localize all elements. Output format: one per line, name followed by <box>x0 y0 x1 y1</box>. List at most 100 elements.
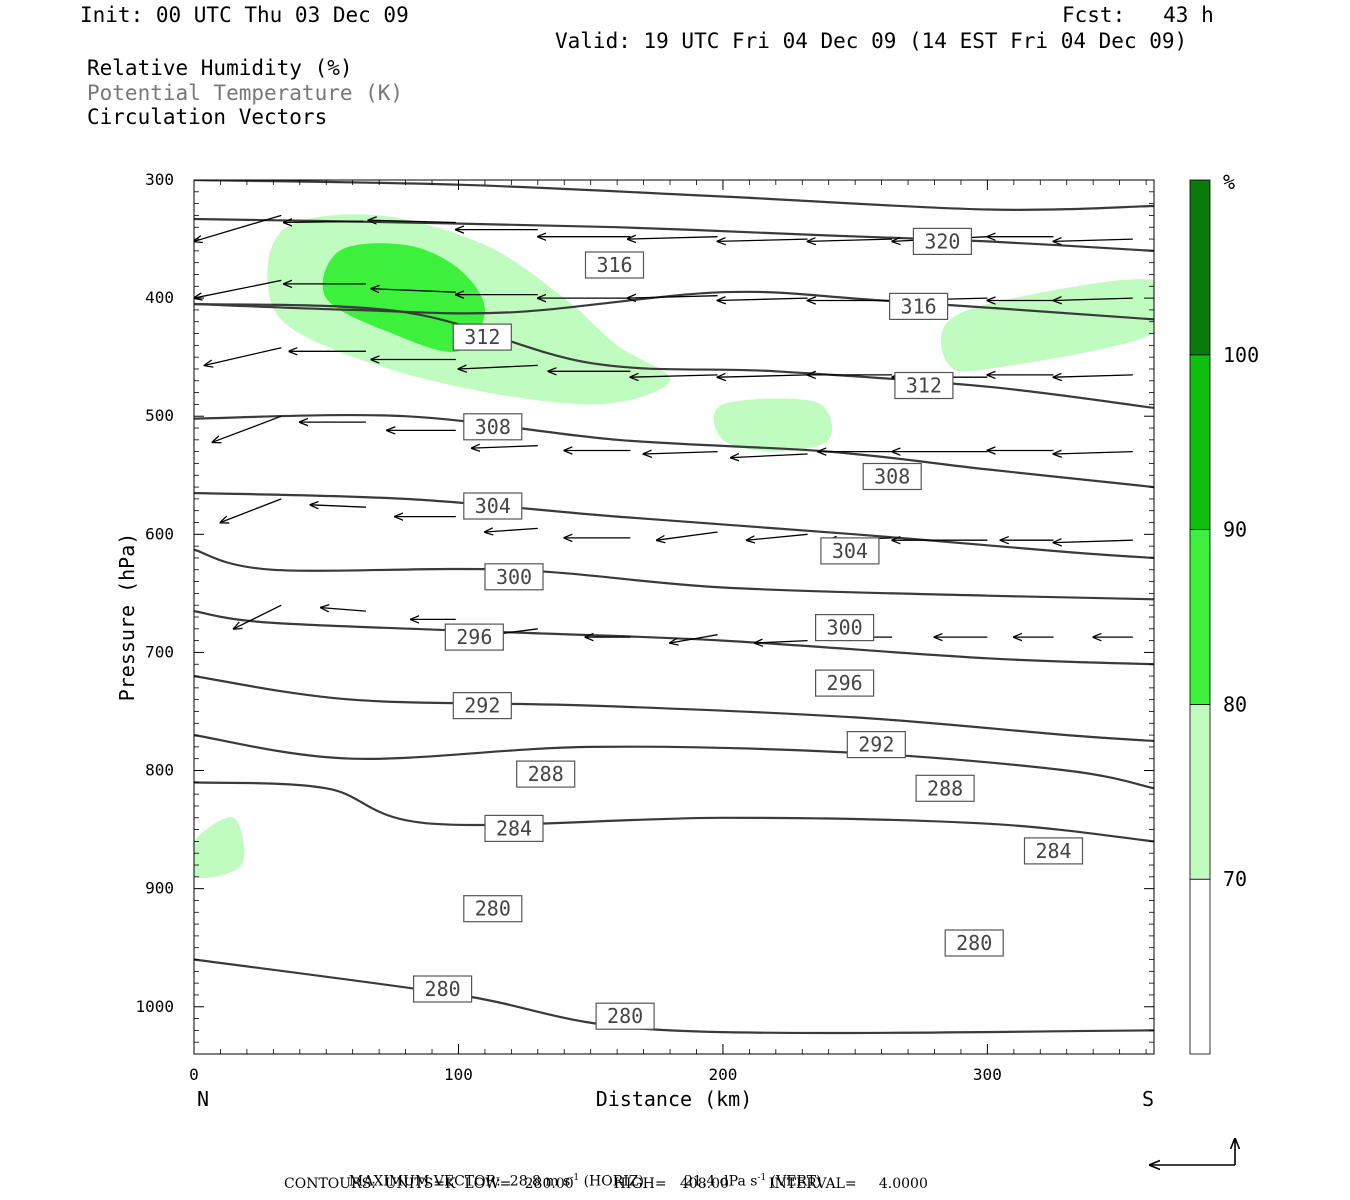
colorbar-swatch <box>1189 704 1211 880</box>
theta-contour-316-2 <box>194 290 1154 321</box>
theta-contour-280-11 <box>194 958 1154 1035</box>
circulation-vector <box>194 214 282 241</box>
circulation-vector <box>459 365 538 369</box>
max-vector-horiz: 28.8 m s <box>509 1173 571 1190</box>
contour-label-box <box>463 492 523 520</box>
circulation-vector <box>205 347 282 366</box>
contour-label-box <box>944 929 1004 957</box>
contour-label: 296 <box>827 671 863 695</box>
contour-label: 300 <box>827 616 863 640</box>
x-end-label-right: S <box>1142 1087 1154 1111</box>
colorbar-swatch <box>1189 179 1211 356</box>
contour-label: 292 <box>858 733 894 757</box>
circulation-vector <box>1054 298 1133 300</box>
colorbar-unit: % <box>1223 170 1235 194</box>
contour-label-layer: 320 316 316 312 312 308 308 304 304 300 300 296 296 2… <box>413 227 1084 1030</box>
contour-label: 284 <box>496 816 532 840</box>
circulation-vector <box>718 375 808 377</box>
circulation-vector <box>194 279 282 298</box>
contour-label-box <box>452 691 512 720</box>
rh-region-3 <box>941 279 1154 372</box>
circulation-vector <box>718 298 808 300</box>
colorbar: % 70 80 90 100 <box>1189 170 1259 1055</box>
colorbar-swatch <box>1189 354 1211 530</box>
contour-label-box <box>1023 837 1084 865</box>
contour-label: 308 <box>475 415 511 439</box>
contour-label: 316 <box>901 294 937 318</box>
max-vector-vert: 21.4 dPa s <box>684 1173 758 1190</box>
contour-label-box <box>888 292 949 320</box>
legend-theta: Potential Temperature (K) <box>87 81 404 105</box>
colorbar-swatch <box>1189 878 1211 1055</box>
contour-label: 320 <box>924 229 960 253</box>
max-vector-horiz-unit: (HORIZ) <box>583 1173 644 1190</box>
horiz-exponent: -1 <box>570 1173 580 1183</box>
circulation-vector <box>1054 540 1133 542</box>
contour-label-box <box>814 613 875 642</box>
circulation-vector <box>371 289 456 293</box>
x-tick-label: 300 <box>973 1065 1002 1084</box>
x-axis-title: Distance (km) <box>596 1087 753 1111</box>
y-tick-label: 1000 <box>135 997 174 1016</box>
theta-contour-320-0 <box>194 180 1154 211</box>
y-tick-label: 400 <box>145 288 174 307</box>
footer-max-vector: MAXIMUM VECTOR: 28.8 m s-1 (HORIZ) 21.4 … <box>340 1157 822 1190</box>
theta-contour-312-3 <box>194 302 1154 409</box>
valid-time: Valid: 19 UTC Fri 04 Dec 09 (14 EST Fri … <box>555 29 1188 53</box>
colorbar-swatch <box>1189 529 1211 705</box>
contour-label-box <box>413 975 473 1003</box>
contour-label: 280 <box>956 931 992 955</box>
contour-label: 280 <box>607 1004 643 1028</box>
axis-layer: 300 400 500 600 700 800 900 1000 0 100 200 300 <box>135 170 1154 1084</box>
circulation-vector <box>472 446 538 448</box>
theta-contour-296-7 <box>194 610 1154 666</box>
y-tick-label: 600 <box>145 524 174 543</box>
circulation-vector <box>670 634 718 643</box>
contour-label-box <box>516 760 576 788</box>
contour-label: 308 <box>874 465 910 489</box>
contour-label: 304 <box>832 539 868 563</box>
y-tick-label: 300 <box>145 170 174 189</box>
contour-label: 292 <box>464 694 500 718</box>
contour-label-box <box>584 251 645 279</box>
y-tick-label: 700 <box>145 642 174 661</box>
circulation-vector <box>628 296 718 298</box>
contour-label: 316 <box>596 253 632 277</box>
contour-label: 288 <box>528 762 564 786</box>
colorbar-label: 70 <box>1223 867 1247 891</box>
footer-contours: CONTOURS: UNITS=K LOW= 280.00 HIGH= 408.… <box>284 1176 928 1192</box>
colorbar-label: 90 <box>1223 518 1247 542</box>
circulation-vector <box>747 533 808 540</box>
circulation-vector <box>644 452 718 454</box>
x-end-label-left: N <box>197 1087 209 1111</box>
contour-label: 296 <box>456 625 492 649</box>
contour-label-box <box>862 462 922 491</box>
rh-fill-layer <box>194 214 1154 879</box>
max-vector-label: MAXIMUM VECTOR: <box>348 1173 501 1190</box>
colorbar-label: 80 <box>1223 692 1247 716</box>
x-tick-label: 200 <box>708 1065 737 1084</box>
contour-label: 288 <box>927 776 963 800</box>
circulation-vector <box>630 375 718 377</box>
circulation-vector <box>1054 452 1133 454</box>
vector-layer <box>194 214 1133 643</box>
contour-label-box <box>484 563 544 591</box>
rh-region-4 <box>194 817 245 879</box>
init-time: Init: 00 UTC Thu 03 Dec 09 <box>80 3 409 27</box>
contour-label-box <box>894 371 954 400</box>
circulation-vector <box>731 454 808 458</box>
theta-contour-284-10 <box>194 781 1154 843</box>
reference-vector <box>1150 1139 1235 1165</box>
circulation-vector <box>310 505 366 507</box>
contour-label-box <box>463 895 523 923</box>
theta-contour-292-8 <box>194 675 1154 743</box>
contour-label-box <box>912 227 973 255</box>
contour-label: 304 <box>475 494 511 518</box>
circulation-vector <box>755 641 808 643</box>
contour-label: 280 <box>475 897 511 921</box>
circulation-vector <box>284 221 364 222</box>
contour-label: 280 <box>425 977 461 1001</box>
circulation-vector <box>369 220 456 222</box>
rh-region-1 <box>322 243 485 353</box>
contour-label: 312 <box>906 374 942 398</box>
